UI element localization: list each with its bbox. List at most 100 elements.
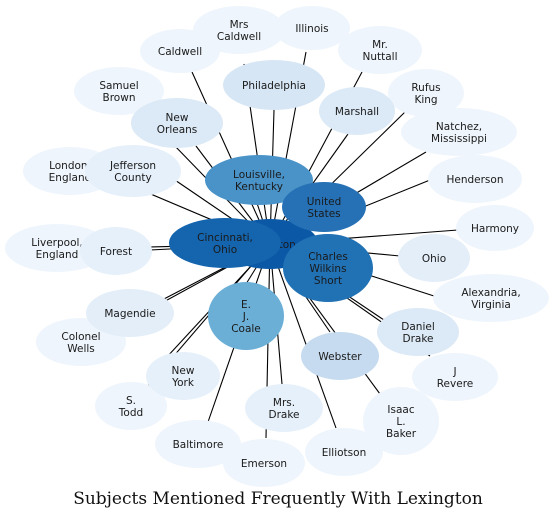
node-label: Alexandria, (461, 287, 520, 299)
node-marshall[interactable]: Marshall (319, 87, 395, 135)
node-label: Drake (402, 333, 433, 345)
node-ellipse (428, 155, 522, 203)
node-baltimore[interactable]: Baltimore (155, 420, 241, 468)
edge-elliotson (272, 252, 337, 429)
node-label: Revere (437, 378, 474, 390)
node-ellipse (140, 29, 220, 73)
node-label: Orleans (157, 124, 198, 136)
network-diagram: MrsCaldwellIllinoisCaldwellMr.NuttallSam… (5, 6, 549, 487)
node-ellipse (80, 227, 152, 275)
node-label: Mrs (230, 19, 249, 31)
node-ej-coale[interactable]: E.J.Coale (208, 282, 284, 350)
node-label: Ohio (422, 253, 446, 265)
node-ellipse (155, 420, 241, 468)
node-forest[interactable]: Forest (80, 227, 152, 275)
node-ellipse (169, 218, 281, 268)
node-label: Mrs. (273, 397, 295, 409)
node-label: Daniel (401, 321, 434, 333)
node-emerson[interactable]: Emerson (223, 439, 305, 487)
node-label: Magendie (104, 308, 155, 320)
node-ellipse (95, 382, 167, 430)
node-label: New (166, 112, 189, 124)
node-label: England (36, 249, 79, 261)
node-label: States (307, 208, 340, 220)
node-label: Liverpool, (31, 237, 83, 249)
node-ellipse (338, 26, 422, 74)
node-label: Caldwell (217, 31, 261, 43)
node-label: Mississippi (431, 133, 487, 145)
node-label: Baker (386, 428, 417, 440)
nodes: MrsCaldwellIllinoisCaldwellMr.NuttallSam… (5, 6, 549, 487)
node-label: Forest (100, 246, 132, 258)
node-illinois[interactable]: Illinois (274, 6, 350, 50)
node-ellipse (456, 205, 534, 251)
node-ellipse (412, 353, 498, 401)
node-label: Mr. (372, 39, 388, 51)
node-label: Virginia (471, 299, 511, 311)
node-label: England (49, 172, 92, 184)
node-ellipse (305, 428, 383, 476)
node-label: Louisville, (233, 169, 285, 181)
node-cincinnati[interactable]: Cincinnati,Ohio (169, 218, 281, 268)
node-label: L. (396, 416, 405, 428)
node-label: Coale (231, 323, 261, 335)
node-caldwell[interactable]: Caldwell (140, 29, 220, 73)
node-ohio[interactable]: Ohio (398, 234, 470, 282)
node-label: Jefferson (109, 160, 156, 172)
node-label: Nuttall (362, 51, 397, 63)
node-ellipse (86, 289, 174, 337)
node-label: Emerson (241, 458, 287, 470)
node-label: Marshall (335, 106, 379, 118)
node-label: Elliotson (322, 447, 366, 459)
node-natchez[interactable]: Natchez,Mississippi (401, 108, 517, 156)
node-label: Drake (268, 409, 299, 421)
node-label: Rufus (411, 82, 440, 94)
node-harmony[interactable]: Harmony (456, 205, 534, 251)
node-philadelphia[interactable]: Philadelphia (223, 60, 325, 110)
node-ellipse (208, 282, 284, 350)
node-ellipse (205, 155, 313, 205)
node-magendie[interactable]: Magendie (86, 289, 174, 337)
node-label: J (452, 366, 456, 378)
node-ellipse (401, 108, 517, 156)
node-s-todd[interactable]: S.Todd (95, 382, 167, 430)
node-label: Kentucky (235, 181, 283, 193)
node-mrs-drake[interactable]: Mrs.Drake (245, 384, 323, 432)
node-label: Philadelphia (242, 80, 306, 92)
node-ellipse (146, 352, 220, 400)
node-label: Henderson (446, 174, 503, 186)
node-label: E. (241, 299, 251, 311)
node-ellipse (398, 234, 470, 282)
node-ellipse (283, 234, 373, 302)
node-label: United (307, 196, 342, 208)
edge-caldwell (191, 71, 267, 237)
node-label: Harmony (471, 223, 519, 235)
node-label: London, (49, 160, 91, 172)
node-label: Charles (308, 251, 348, 263)
node-label: Ohio (213, 244, 237, 256)
node-alexandria[interactable]: Alexandria,Virginia (433, 274, 549, 322)
node-label: Cincinnati, (197, 232, 253, 244)
node-mr-nuttall[interactable]: Mr.Nuttall (338, 26, 422, 74)
node-ellipse (274, 6, 350, 50)
node-henderson[interactable]: Henderson (428, 155, 522, 203)
node-ellipse (74, 67, 164, 115)
node-elliotson[interactable]: Elliotson (305, 428, 383, 476)
node-label: Todd (118, 407, 143, 419)
node-webster[interactable]: Webster (301, 332, 379, 380)
node-label: Isaac (387, 404, 414, 416)
diagram-title: Subjects Mentioned Frequently With Lexin… (73, 489, 483, 509)
node-louisville[interactable]: Louisville,Kentucky (205, 155, 313, 205)
node-label: Illinois (295, 23, 328, 35)
node-ellipse (301, 332, 379, 380)
